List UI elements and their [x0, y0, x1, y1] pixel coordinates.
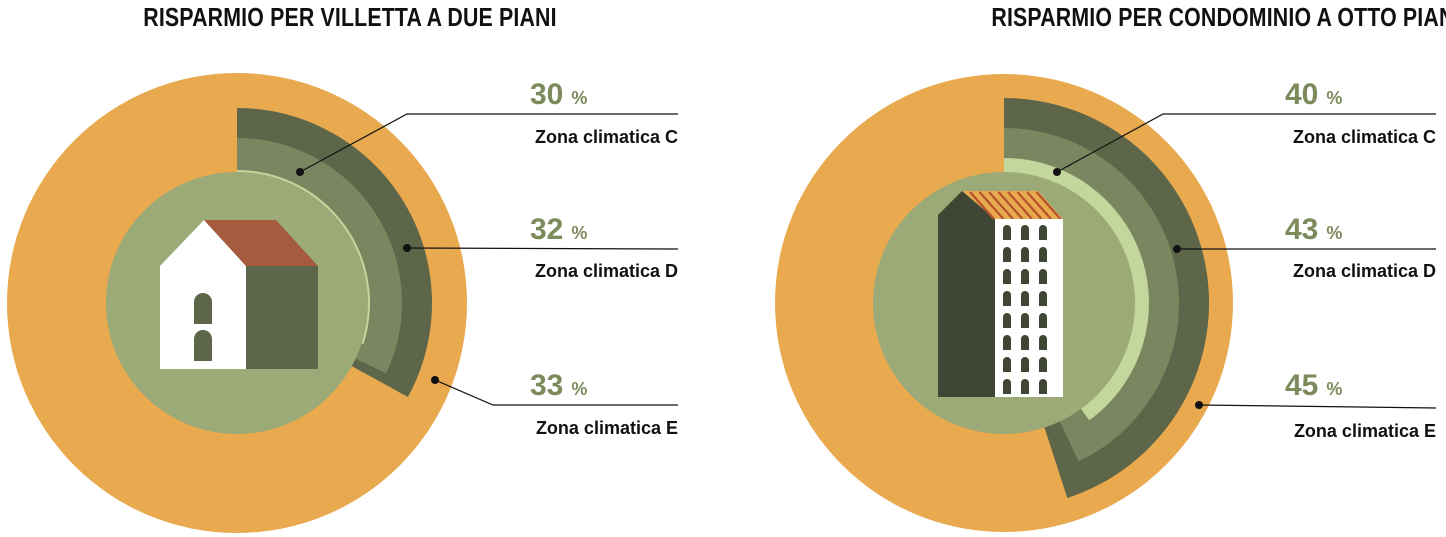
- percent-label: 40%: [1285, 78, 1342, 111]
- chart-title: RISPARMIO PER VILLETTA A DUE PIANI: [143, 2, 557, 32]
- zone-label: Zona climatica C: [1293, 127, 1436, 147]
- zone-label: Zona climatica D: [535, 261, 678, 281]
- percent-label: 33%: [530, 369, 587, 402]
- villetta-donut-chart: 30 % Zona climatica C 32 % Zona climatica D 33…: [7, 73, 679, 533]
- percent-label: 32%: [530, 213, 587, 246]
- leader-line: [1056, 113, 1436, 173]
- leader-dot: [1053, 168, 1061, 176]
- leader-dot: [1195, 401, 1203, 409]
- apartment-building-icon: [938, 191, 1063, 397]
- percent-label: 30%: [530, 78, 587, 111]
- leader-line: [406, 247, 679, 250]
- percent-label: 43%: [1285, 213, 1342, 246]
- zone-label: Zona climatica C: [535, 127, 678, 147]
- leader-dot: [296, 168, 304, 176]
- zone-label: Zona climatica E: [1294, 421, 1436, 441]
- leader-dot: [431, 376, 439, 384]
- leader-line: [434, 379, 678, 406]
- zone-label: Zona climatica D: [1293, 261, 1436, 281]
- chart-title: RISPARMIO PER CONDOMINIO A OTTO PIANI: [991, 2, 1446, 32]
- percent-label: 45%: [1285, 369, 1342, 402]
- leader-dot: [403, 244, 411, 252]
- zone-label: Zona climatica E: [536, 418, 678, 438]
- condominio-chart-panel: RISPARMIO PER CONDOMINIO A OTTO PIANI 40…: [723, 0, 1446, 537]
- leader-line: [1198, 404, 1437, 409]
- villetta-chart-panel: RISPARMIO PER VILLETTA A DUE PIANI 30% Zo…: [7, 2, 679, 533]
- leader-line: [299, 113, 678, 173]
- condominio-donut-chart: 40 % Zona climatica C 43 % Zona climatica D 45…: [775, 74, 1437, 532]
- leader-dot: [1173, 245, 1181, 253]
- house-icon: [160, 220, 318, 369]
